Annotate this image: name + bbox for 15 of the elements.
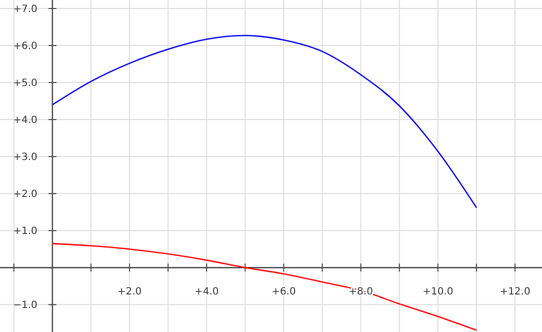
y-tick-label: +5.0 xyxy=(13,78,38,90)
y-tick-label: −1.0 xyxy=(13,300,38,312)
x-tick-label: +10.0 xyxy=(422,286,454,298)
y-tick-label: +7.0 xyxy=(13,4,38,16)
line-series xyxy=(52,34,478,208)
y-tick-label: +1.0 xyxy=(13,226,38,238)
y-tick-label: +2.0 xyxy=(13,189,38,200)
line-series xyxy=(52,242,478,331)
x-tick-label: +4.0 xyxy=(194,286,219,298)
x-tick-label: +2.0 xyxy=(117,286,142,298)
x-tick-label: +12.0 xyxy=(500,286,530,298)
x-tick-label: +6.0 xyxy=(272,286,296,298)
y-tick-label: +3.0 xyxy=(13,152,38,164)
y-tick-label: +4.0 xyxy=(13,115,38,126)
y-tick-label: +6.0 xyxy=(13,41,38,52)
